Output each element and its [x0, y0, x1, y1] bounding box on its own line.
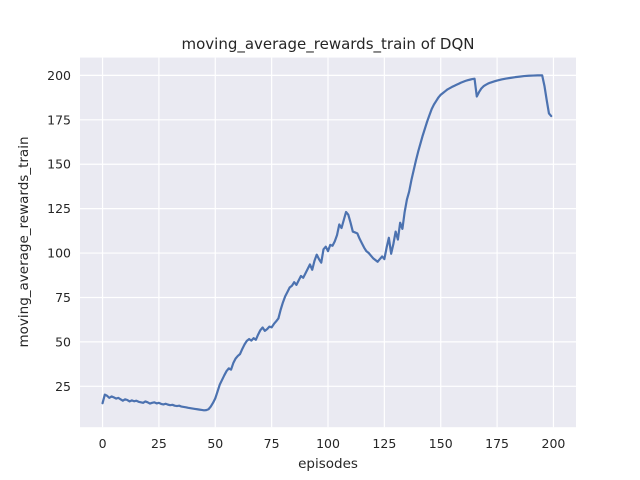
- x-tick-label: 50: [207, 436, 223, 451]
- y-tick-labels: 25 50 75 100 125 150 175 200: [47, 68, 71, 394]
- x-tick-label: 125: [372, 436, 396, 451]
- x-tick-label: 100: [316, 436, 340, 451]
- y-tick-label: 150: [47, 157, 71, 172]
- x-tick-label: 0: [99, 436, 107, 451]
- y-axis-label: moving_average_rewards_train: [16, 136, 32, 348]
- x-tick-label: 25: [151, 436, 167, 451]
- y-tick-label: 25: [55, 379, 71, 394]
- y-tick-label: 200: [47, 68, 71, 83]
- y-tick-label: 75: [55, 290, 71, 305]
- chart-title: moving_average_rewards_train of DQN: [181, 35, 475, 53]
- x-tick-label: 150: [429, 436, 453, 451]
- gridlines: [80, 57, 576, 428]
- y-tick-label: 100: [47, 246, 71, 261]
- x-tick-labels: 0 25 50 75 100 125 150 175 200: [99, 436, 566, 451]
- y-tick-label: 125: [47, 201, 71, 216]
- x-axis-label: episodes: [298, 456, 358, 472]
- reward-line-series: [101, 74, 553, 412]
- y-tick-label: 175: [47, 112, 71, 127]
- x-tick-label: 75: [264, 436, 280, 451]
- x-tick-label: 200: [542, 436, 566, 451]
- x-tick-label: 175: [485, 436, 509, 451]
- y-tick-label: 50: [55, 334, 71, 349]
